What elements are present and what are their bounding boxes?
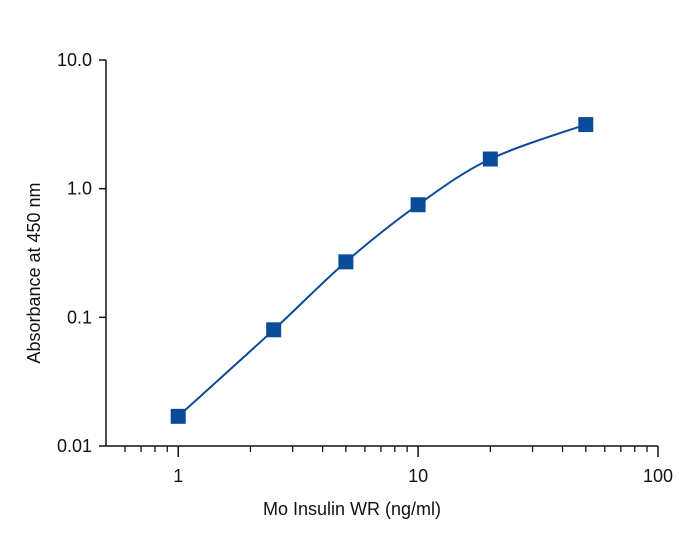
data-point-marker — [266, 322, 282, 338]
x-tick-label: 1 — [173, 466, 183, 486]
axes — [105, 60, 658, 447]
y-tick-label: 10.0 — [57, 50, 92, 70]
x-axis-title: Mo Insulin WR (ng/ml) — [263, 499, 441, 519]
y-tick-label: 0.1 — [67, 307, 92, 327]
y-axis-ticks: 0.01 0.1 1.0 10.0 — [57, 50, 106, 456]
data-point-marker — [338, 254, 354, 270]
data-point-marker — [482, 151, 498, 167]
y-tick-label: 1.0 — [67, 179, 92, 199]
x-tick-label: 100 — [643, 466, 673, 486]
data-point-marker — [410, 197, 426, 213]
y-tick-label: 0.01 — [57, 436, 92, 456]
x-tick-label: 10 — [408, 466, 428, 486]
y-axis-title: Absorbance at 450 nm — [24, 182, 44, 363]
x-axis-ticks: 1 10 100 — [124, 446, 673, 486]
data-point-marker — [578, 117, 594, 133]
plot-area — [170, 117, 594, 424]
fit-curve — [177, 123, 587, 418]
data-point-marker — [170, 408, 186, 424]
